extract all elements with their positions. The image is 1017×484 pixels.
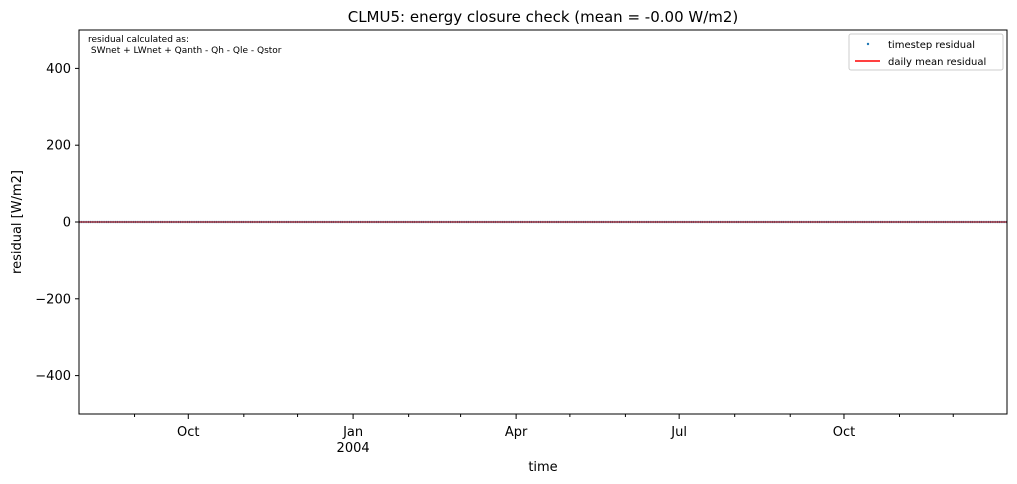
x-tick-sublabel: 2004 — [337, 441, 370, 456]
x-tick-label: Jul — [670, 425, 687, 440]
x-tick-label: Oct — [177, 425, 199, 440]
annotation-line-1: residual calculated as: — [88, 35, 189, 45]
legend-marker-timestep — [866, 42, 870, 46]
y-axis-label: residual [W/m2] — [10, 170, 25, 274]
legend-label-daily-mean: daily mean residual — [888, 57, 986, 68]
x-tick-label: Oct — [833, 425, 855, 440]
y-axis: −400 −200 0 200 400 — [35, 62, 79, 384]
y-tick-label: 200 — [46, 139, 71, 154]
x-axis-label: time — [528, 460, 557, 475]
chart-title: CLMU5: energy closure check (mean = -0.0… — [348, 8, 739, 26]
legend-box — [848, 33, 1004, 71]
annotation-line-2: SWnet + LWnet + Qanth - Qh - Qle - Qstor — [88, 46, 282, 56]
legend: timestep residual daily mean residual — [848, 33, 1004, 71]
x-tick-label: Apr — [505, 425, 528, 440]
y-tick-label: 400 — [46, 62, 71, 77]
x-tick-label: Jan — [342, 425, 363, 440]
y-tick-label: −200 — [35, 292, 71, 307]
legend-label-timestep: timestep residual — [888, 40, 975, 51]
y-tick-label: 0 — [63, 216, 71, 231]
y-tick-label: −400 — [35, 369, 71, 384]
